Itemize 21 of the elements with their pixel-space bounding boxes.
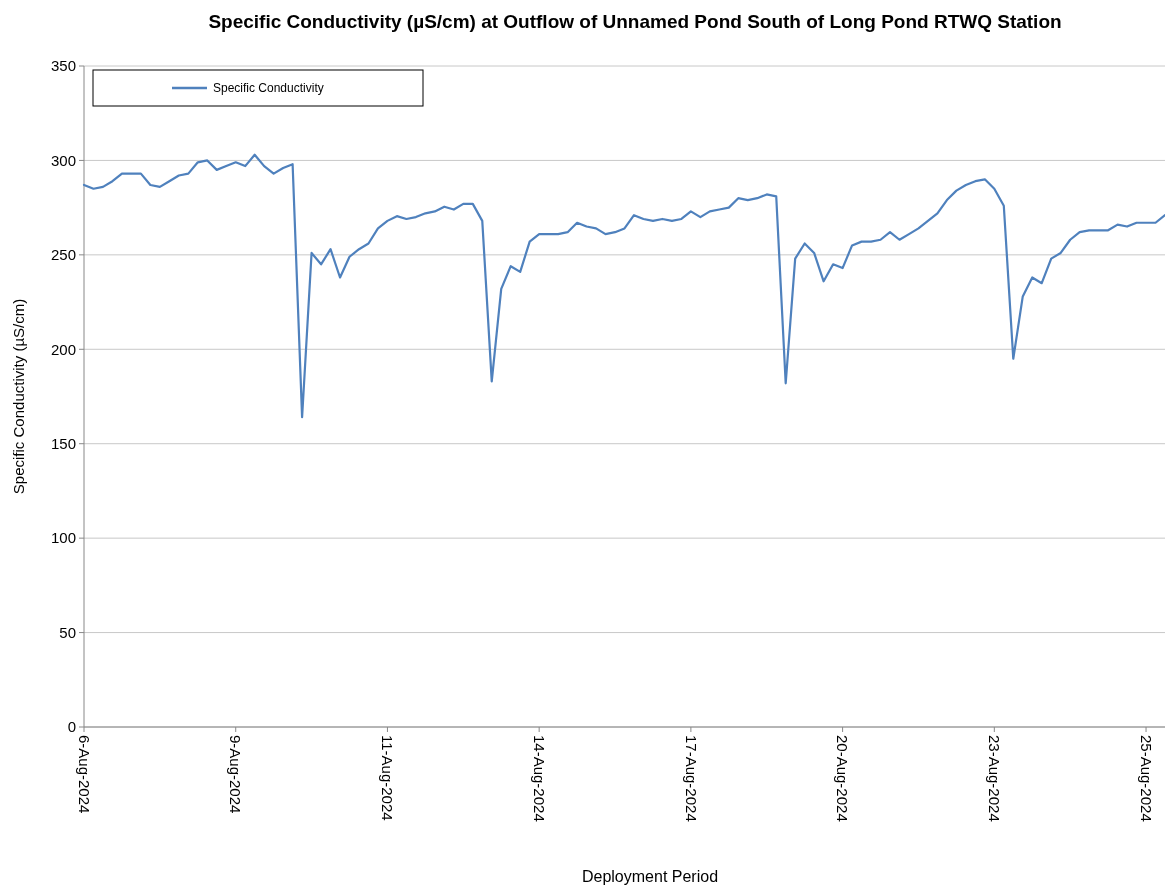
line-series	[82, 153, 1165, 419]
y-tick-label: 100	[50, 529, 76, 547]
x-tick-label: 17-Aug-2024	[682, 735, 700, 822]
x-tick-label: 25-Aug-2024	[1137, 735, 1155, 822]
y-tick-label: 50	[59, 623, 76, 641]
x-tick-label: 20-Aug-2024	[834, 735, 852, 822]
x-tick-label: 23-Aug-2024	[986, 735, 1004, 822]
chart-title: Specific Conductivity (µS/cm) at Outflow of Unnamed Pond South of Long Pond RTWQ Station	[208, 11, 1062, 32]
x-tick-label: 14-Aug-2024	[530, 735, 548, 822]
y-tick-label: 250	[50, 246, 76, 264]
legend-label: Specific Conductivity	[213, 81, 324, 96]
x-tick-label: 9-Aug-2024	[227, 735, 245, 814]
y-tick-label: 350	[50, 57, 76, 75]
y-axis-title: Specific Conductivity (µS/cm)	[10, 298, 27, 495]
y-tick-label: 200	[50, 340, 76, 358]
y-tick-label: 0	[67, 718, 76, 736]
y-tick-label: 150	[50, 434, 76, 452]
x-axis-title: Deployment Period	[581, 868, 719, 885]
x-tick-label: 6-Aug-2024	[75, 735, 93, 814]
x-tick-label: 11-Aug-2024	[379, 735, 397, 821]
y-tick-label: 300	[50, 151, 76, 169]
